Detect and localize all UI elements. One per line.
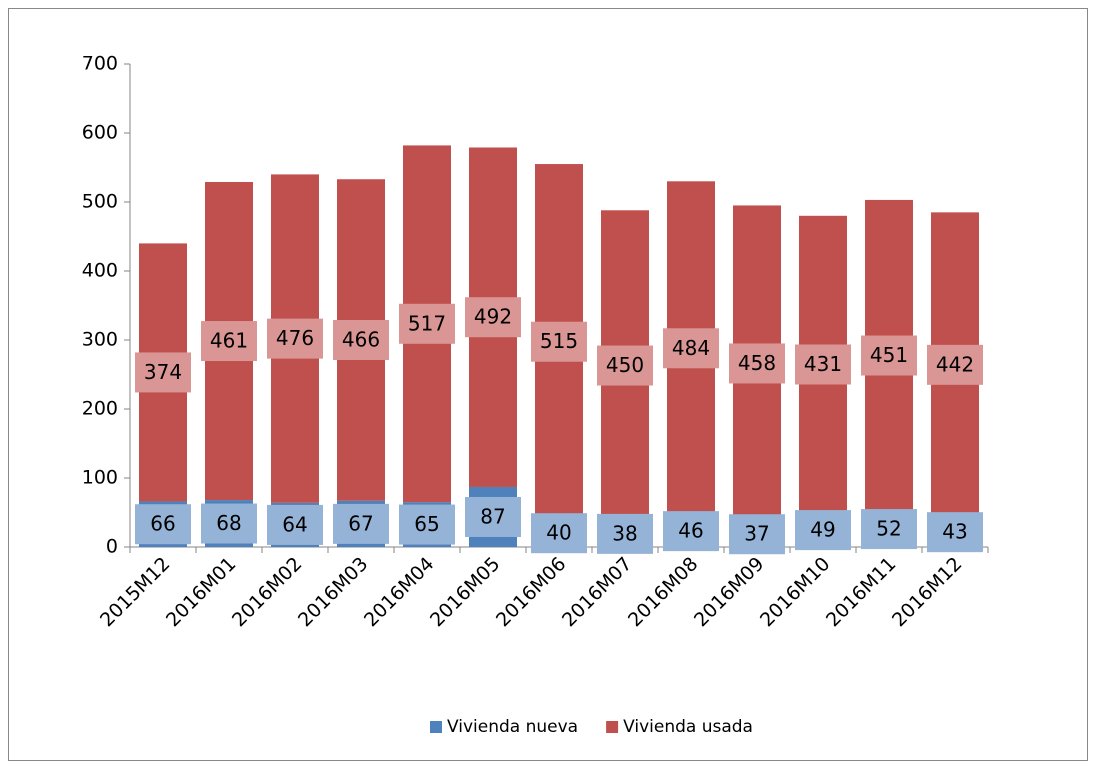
data-label: 461 bbox=[210, 329, 248, 353]
data-label-box bbox=[597, 513, 653, 554]
data-label: 49 bbox=[810, 518, 835, 542]
data-label: 374 bbox=[144, 360, 182, 384]
legend-label: Vivienda usada bbox=[623, 717, 753, 737]
legend-swatch bbox=[430, 721, 442, 733]
data-label-box bbox=[267, 504, 323, 545]
data-label: 450 bbox=[606, 353, 644, 377]
data-label-box bbox=[201, 321, 257, 362]
y-tick-label: 400 bbox=[82, 260, 118, 282]
data-label: 484 bbox=[672, 336, 710, 360]
data-label-box bbox=[135, 352, 191, 393]
data-label-box bbox=[531, 321, 587, 362]
data-label: 43 bbox=[942, 520, 967, 544]
data-label: 451 bbox=[870, 343, 908, 367]
data-label: 64 bbox=[282, 512, 307, 536]
data-label: 68 bbox=[216, 511, 241, 535]
data-label-box bbox=[135, 504, 191, 545]
data-label-box bbox=[663, 511, 719, 552]
legend-label: Vivienda nueva bbox=[447, 717, 578, 737]
data-label: 65 bbox=[414, 512, 439, 536]
data-label-box bbox=[927, 512, 983, 553]
y-tick-label: 600 bbox=[82, 122, 118, 144]
data-label: 517 bbox=[408, 311, 446, 335]
data-label-box bbox=[861, 335, 917, 376]
data-label: 52 bbox=[876, 517, 901, 541]
data-label-box bbox=[663, 328, 719, 369]
data-label: 431 bbox=[804, 352, 842, 376]
legend-swatch bbox=[606, 721, 619, 733]
data-label-box bbox=[861, 509, 917, 550]
data-label-box bbox=[399, 303, 455, 344]
data-label: 476 bbox=[276, 326, 314, 350]
y-tick-label: 700 bbox=[82, 53, 118, 75]
data-label-box bbox=[531, 513, 587, 554]
data-label-box bbox=[333, 320, 389, 360]
data-label: 46 bbox=[678, 519, 703, 543]
data-label: 66 bbox=[150, 512, 175, 536]
data-label: 40 bbox=[546, 521, 571, 545]
data-label: 67 bbox=[348, 511, 373, 535]
data-label: 442 bbox=[936, 352, 974, 376]
y-tick-label: 300 bbox=[82, 329, 118, 351]
data-label: 492 bbox=[474, 305, 512, 329]
data-label-box bbox=[465, 297, 521, 338]
y-tick-label: 200 bbox=[82, 398, 118, 420]
data-label-box bbox=[729, 514, 785, 555]
data-label-box bbox=[267, 318, 323, 359]
data-label-box bbox=[795, 510, 851, 551]
data-label-box bbox=[729, 343, 785, 384]
data-label-box bbox=[927, 344, 983, 385]
data-label-box bbox=[795, 344, 851, 385]
y-tick-label: 100 bbox=[82, 467, 118, 489]
data-label: 466 bbox=[342, 328, 380, 352]
data-label-box bbox=[333, 503, 389, 544]
data-label: 458 bbox=[738, 351, 776, 375]
data-label: 38 bbox=[612, 521, 637, 545]
data-label-box bbox=[399, 504, 455, 545]
data-label-box bbox=[201, 503, 257, 544]
y-tick-label: 0 bbox=[106, 536, 118, 558]
data-label-box bbox=[597, 345, 653, 386]
data-label: 37 bbox=[744, 522, 769, 546]
y-tick-label: 500 bbox=[82, 191, 118, 213]
data-label: 515 bbox=[540, 329, 578, 353]
data-label-box bbox=[465, 496, 521, 537]
data-label: 87 bbox=[480, 504, 505, 528]
